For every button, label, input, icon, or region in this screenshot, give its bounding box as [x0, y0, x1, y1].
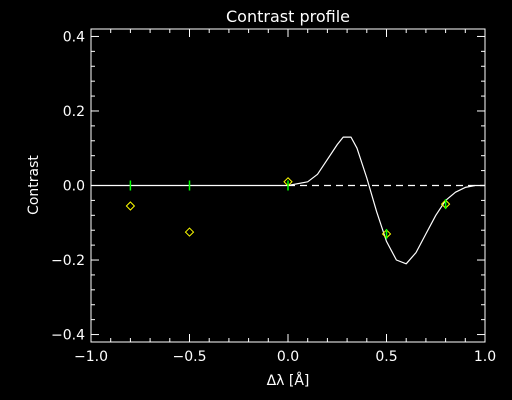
series-layer [91, 136, 485, 265]
x-tick-label: 0.5 [375, 349, 397, 365]
x-tick-label: 1.0 [474, 349, 496, 365]
x-tick-label: 0.0 [277, 349, 299, 365]
y-tick-label: 0.2 [63, 104, 85, 120]
data-point-diamond [184, 227, 195, 237]
y-tick-label: 0.0 [63, 179, 85, 195]
y-tick-label: −0.4 [51, 328, 85, 344]
y-axis-label: Contrast [26, 155, 42, 215]
contrast-curve [91, 136, 485, 265]
y-tick-label: −0.2 [51, 253, 85, 269]
y-tick-label: 0.4 [63, 29, 85, 45]
y-tick-labels: −0.4 −0.2 0.0 0.2 0.4 [51, 29, 85, 343]
x-tick-labels: −1.0 −0.5 0.0 0.5 1.0 [74, 349, 496, 365]
axis-ticks [90, 29, 486, 342]
x-tick-label: −1.0 [74, 349, 108, 365]
x-tick-label: −0.5 [173, 349, 207, 365]
x-axis-label: Δλ [Å] [267, 372, 310, 389]
data-point-diamond [125, 201, 136, 211]
chart-title: Contrast profile [226, 7, 350, 26]
